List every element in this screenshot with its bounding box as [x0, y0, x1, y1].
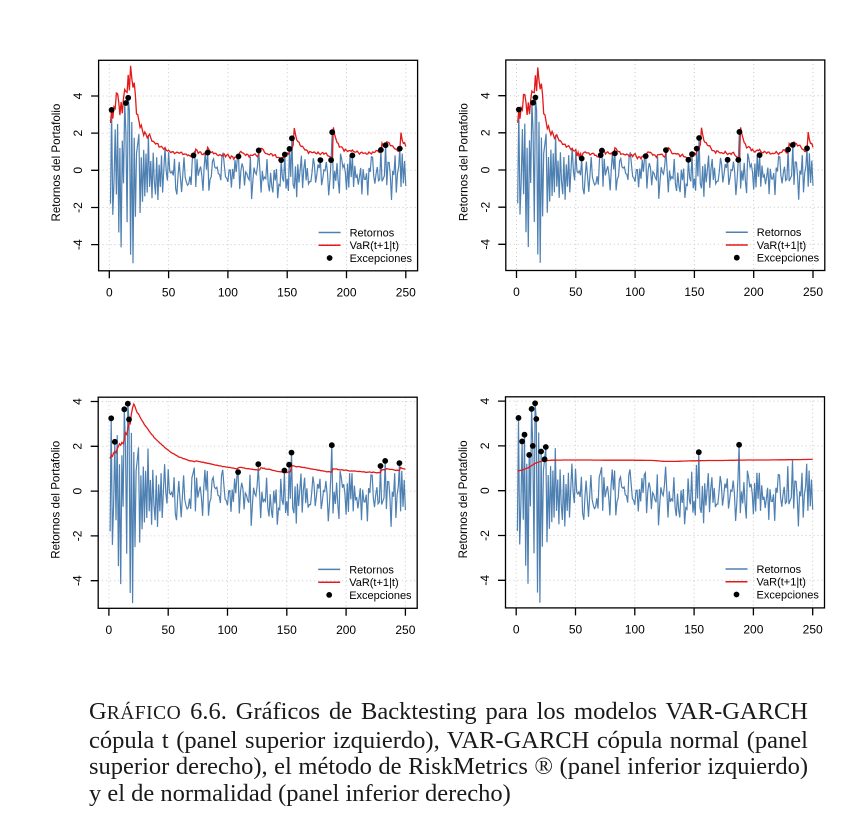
svg-text:Retornos: Retornos [350, 227, 395, 239]
svg-text:4: 4 [71, 398, 85, 405]
svg-text:50: 50 [569, 622, 583, 636]
svg-text:200: 200 [336, 623, 356, 637]
svg-text:Excepciones: Excepciones [757, 253, 820, 265]
svg-text:VaR(t+1|t): VaR(t+1|t) [350, 240, 399, 252]
svg-text:-2: -2 [71, 202, 85, 213]
svg-text:Retornos del Portafolio: Retornos del Portafolio [457, 440, 470, 558]
svg-text:0: 0 [478, 487, 492, 494]
svg-text:150: 150 [684, 622, 704, 636]
svg-text:2: 2 [478, 442, 492, 449]
svg-text:150: 150 [277, 623, 297, 637]
svg-text:Excepciones: Excepciones [349, 590, 412, 602]
svg-text:100: 100 [625, 622, 645, 636]
svg-text:50: 50 [162, 285, 176, 299]
svg-text:250: 250 [395, 623, 415, 637]
svg-text:4: 4 [478, 397, 492, 404]
svg-text:200: 200 [336, 285, 356, 299]
svg-text:-4: -4 [71, 575, 85, 586]
svg-text:0: 0 [71, 487, 85, 494]
svg-text:-4: -4 [478, 239, 492, 250]
svg-text:250: 250 [803, 285, 823, 299]
svg-text:Retornos: Retornos [757, 227, 802, 239]
svg-text:0: 0 [106, 623, 113, 637]
svg-text:4: 4 [71, 92, 85, 99]
svg-text:250: 250 [803, 622, 823, 636]
svg-text:0: 0 [513, 622, 520, 636]
svg-text:-4: -4 [478, 575, 492, 586]
svg-text:-2: -2 [478, 202, 492, 213]
svg-text:Retornos: Retornos [757, 564, 802, 576]
svg-text:Excepciones: Excepciones [350, 253, 413, 265]
svg-text:0: 0 [478, 166, 492, 173]
svg-text:0: 0 [106, 285, 113, 299]
svg-text:VaR(t+1|t): VaR(t+1|t) [349, 577, 398, 589]
svg-text:Retornos del Portafolio: Retornos del Portafolio [457, 103, 470, 221]
svg-text:Excepciones: Excepciones [757, 589, 820, 601]
svg-text:4: 4 [478, 92, 492, 99]
svg-text:250: 250 [396, 285, 416, 299]
svg-text:200: 200 [744, 285, 764, 299]
svg-text:2: 2 [478, 129, 492, 136]
svg-text:-4: -4 [71, 239, 85, 250]
svg-text:200: 200 [743, 622, 763, 636]
svg-text:Retornos del Portafolio: Retornos del Portafolio [50, 441, 63, 559]
svg-text:0: 0 [71, 167, 85, 174]
svg-text:-2: -2 [71, 530, 85, 541]
svg-text:150: 150 [277, 285, 297, 299]
svg-text:0: 0 [513, 285, 520, 299]
svg-text:100: 100 [217, 623, 237, 637]
svg-text:Retornos: Retornos [349, 564, 394, 576]
svg-text:VaR(t+1|t): VaR(t+1|t) [757, 577, 806, 589]
svg-text:Retornos del Portafolio: Retornos del Portafolio [50, 104, 63, 222]
svg-text:2: 2 [71, 443, 85, 450]
svg-text:150: 150 [684, 285, 704, 299]
svg-text:50: 50 [162, 623, 176, 637]
svg-text:-2: -2 [478, 530, 492, 541]
svg-text:100: 100 [218, 285, 238, 299]
svg-text:2: 2 [71, 129, 85, 136]
svg-text:100: 100 [625, 285, 645, 299]
svg-text:50: 50 [569, 285, 583, 299]
svg-text:VaR(t+1|t): VaR(t+1|t) [757, 240, 806, 252]
